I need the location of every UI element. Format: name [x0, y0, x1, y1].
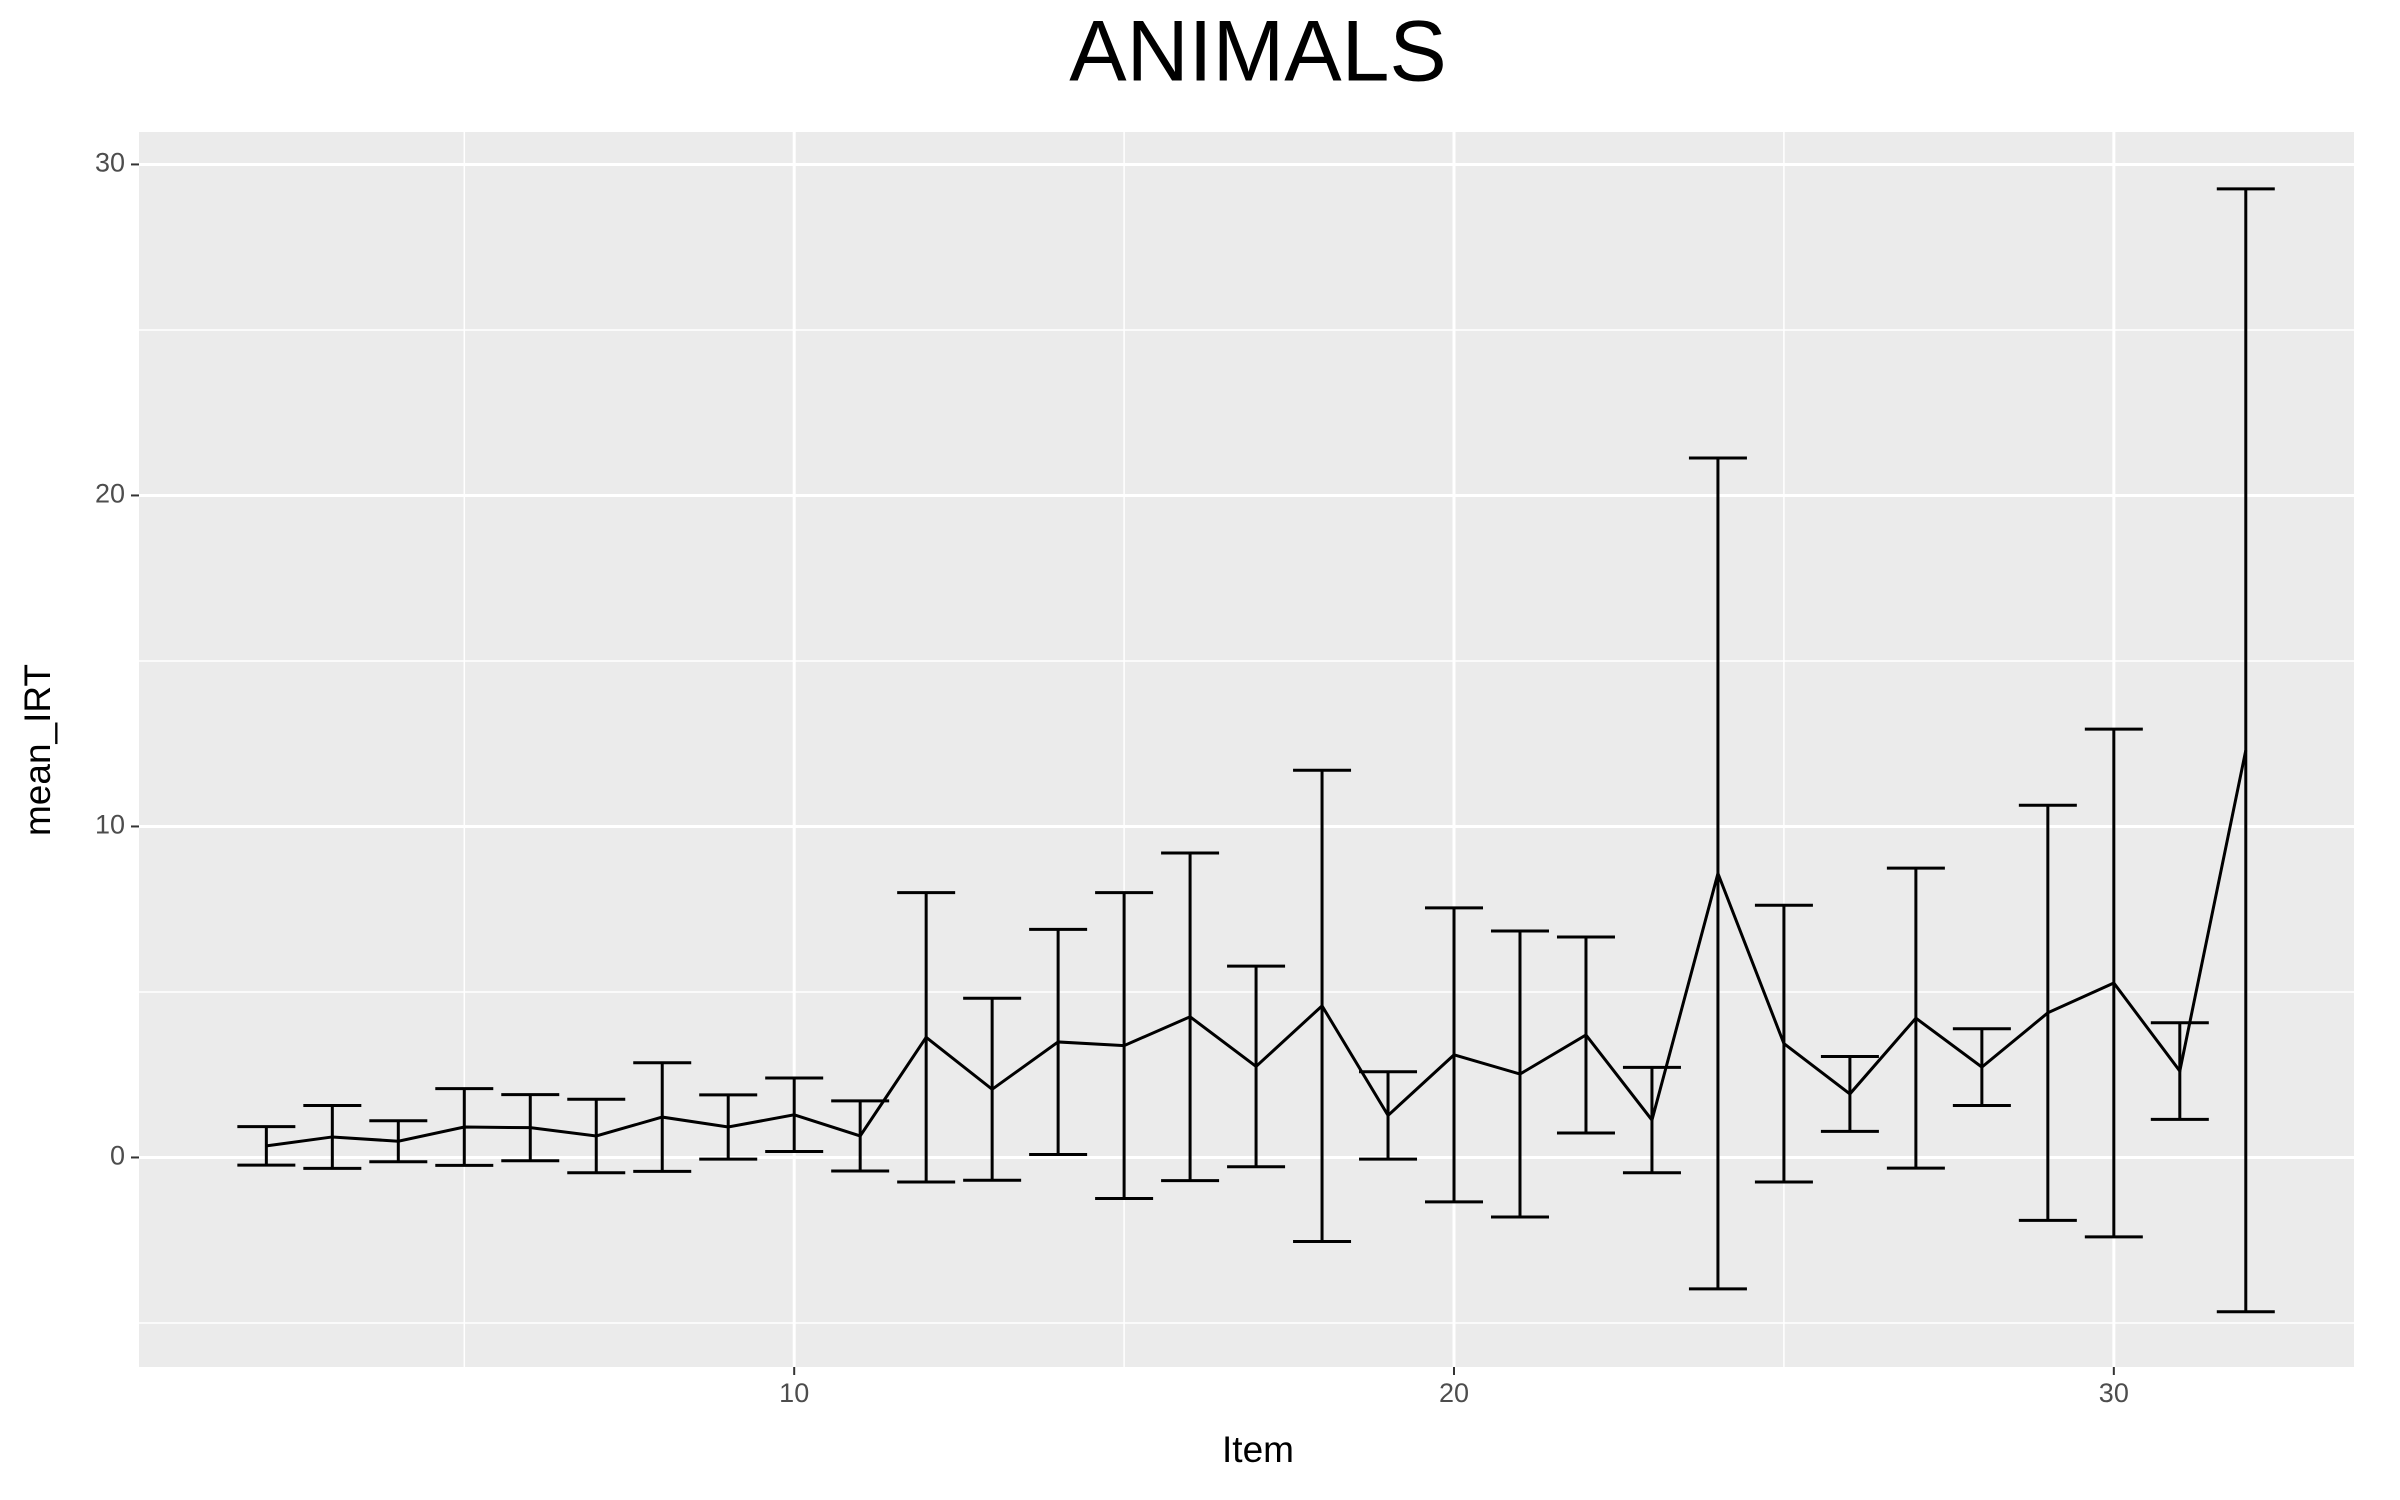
y-axis-title: mean_IRT	[17, 664, 58, 836]
data-line	[266, 750, 2248, 1148]
error-bar	[2216, 187, 2275, 1314]
x-tick-label: 10	[779, 1378, 809, 1408]
chart-title: ANIMALS	[1069, 4, 1447, 100]
x-tick-label: 20	[1439, 1378, 1469, 1408]
x-tick-label: 30	[2099, 1378, 2129, 1408]
y-tick-label: 0	[110, 1141, 125, 1171]
y-tick-label: 20	[95, 479, 125, 509]
x-axis-title: Item	[1222, 1429, 1294, 1470]
y-tick-label: 30	[95, 148, 125, 178]
plot-panel	[139, 132, 2354, 1367]
error-bar	[237, 1125, 296, 1167]
y-tick-label: 10	[95, 810, 125, 840]
